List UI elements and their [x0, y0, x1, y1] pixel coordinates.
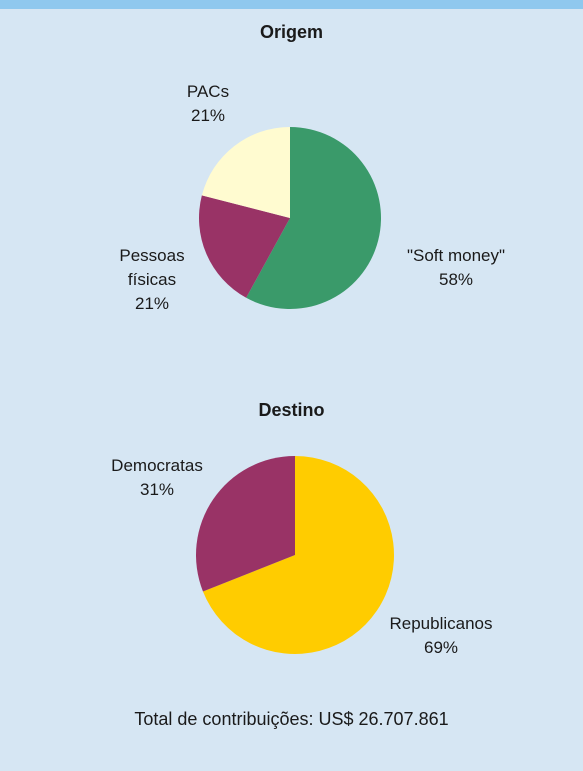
- destino-pie: [196, 456, 394, 654]
- total-contributions-text: Total de contribuições: US$ 26.707.861: [0, 709, 583, 730]
- origem-pie: [199, 127, 381, 309]
